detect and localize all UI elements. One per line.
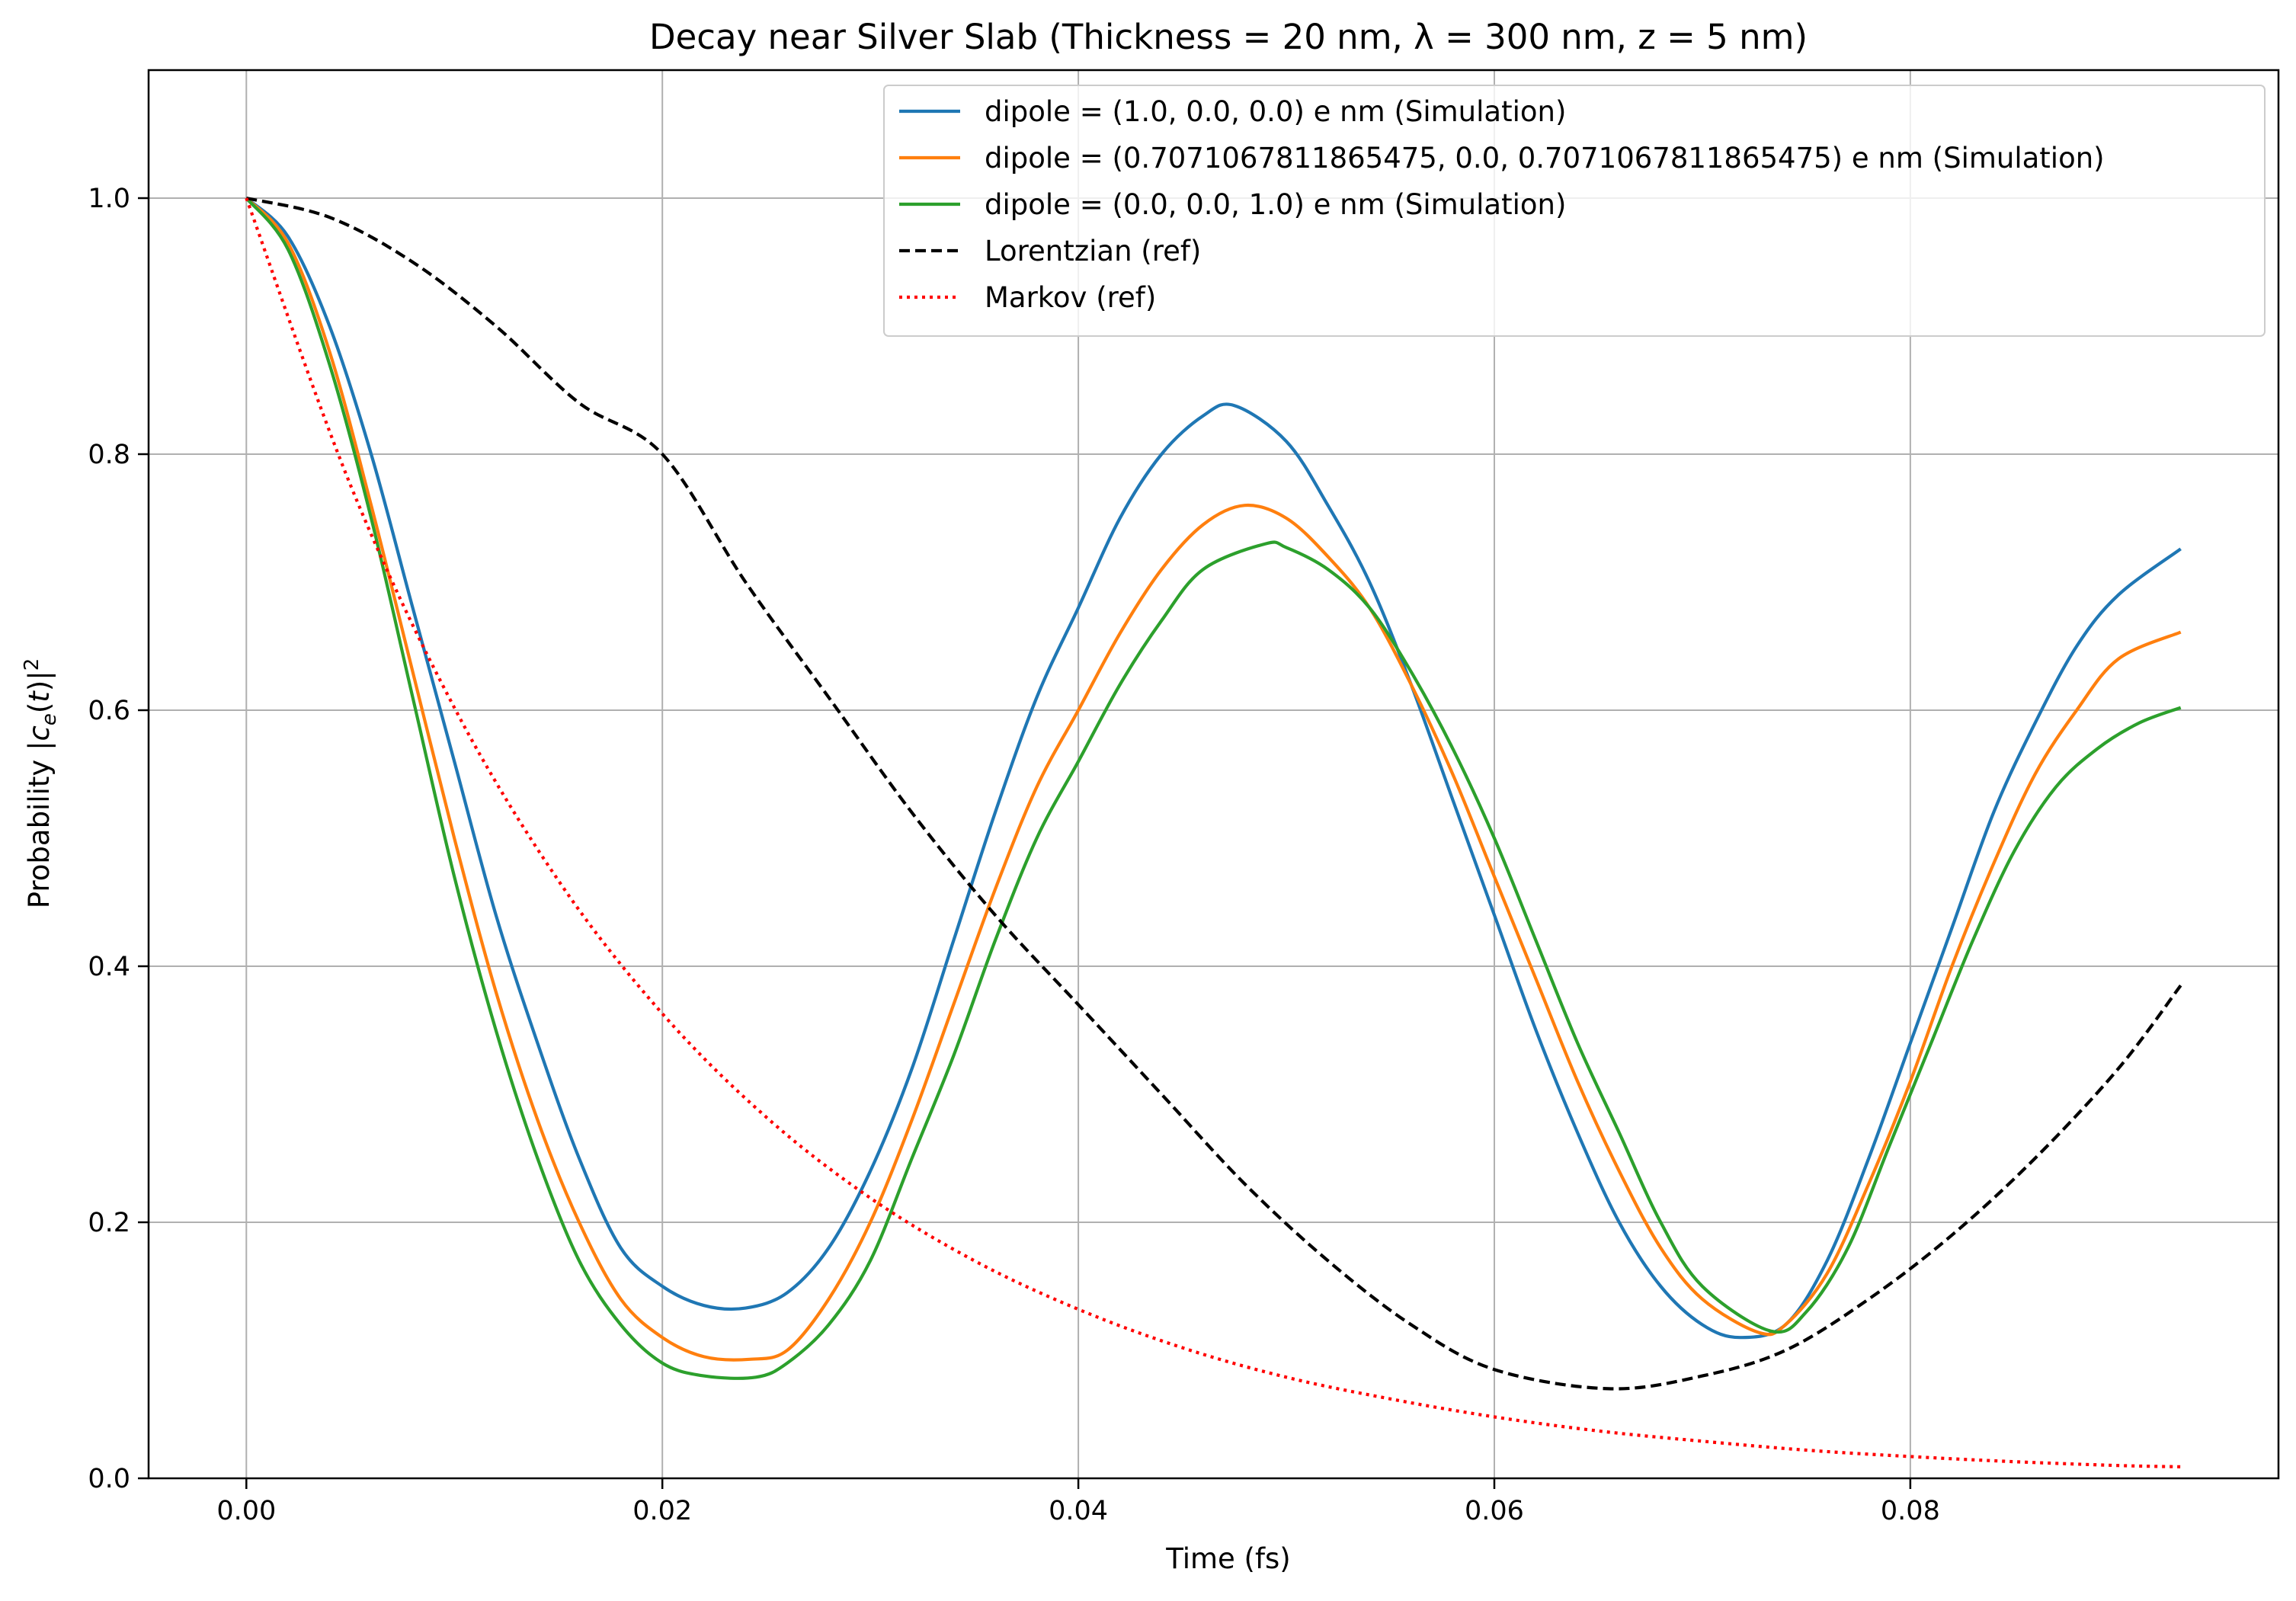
series-line-5 — [245, 197, 2181, 1468]
y-tick-label: 1.0 — [88, 184, 130, 214]
y-axis-label: Probability |ce(t)|2 — [21, 658, 61, 909]
legend-label-1: dipole = (1.0, 0.0, 0.0) e nm (Simulatio… — [985, 95, 1566, 128]
legend-label-5: Markov (ref) — [985, 281, 1156, 314]
series-line-1 — [245, 197, 2182, 1340]
legend-box — [883, 85, 2266, 337]
legend: dipole = (1.0, 0.0, 0.0) e nm (Simulatio… — [883, 85, 2266, 337]
series-line-3 — [245, 197, 2182, 1380]
x-tick-label: 0.00 — [216, 1496, 276, 1526]
y-tick-label: 0.0 — [88, 1464, 130, 1494]
y-tick-label: 0.8 — [88, 440, 130, 470]
x-tick-label: 0.06 — [1465, 1496, 1524, 1526]
plot-frame — [147, 69, 2280, 1480]
x-tick-label: 0.08 — [1881, 1496, 1940, 1526]
plot-series — [245, 196, 2182, 1468]
axis-ticks: 0.00 0.02 0.04 0.06 0.08 0.0 0.2 0.4 0.6 0.8 1.0 — [88, 184, 1940, 1526]
legend-label-3: dipole = (0.0, 0.0, 1.0) e nm (Simulatio… — [985, 188, 1566, 221]
y-tick-label: 0.6 — [88, 696, 130, 726]
series-line-2 — [245, 197, 2182, 1362]
x-tick-label: 0.02 — [632, 1496, 692, 1526]
y-tick-label: 0.4 — [88, 952, 130, 982]
series-line-4 — [245, 196, 2182, 1391]
x-tick-label: 0.04 — [1049, 1496, 1108, 1526]
y-tick-label: 0.2 — [88, 1208, 130, 1238]
legend-label-4: Lorentzian (ref) — [985, 235, 1201, 267]
legend-label-2: dipole = (0.7071067811865475, 0.0, 0.707… — [985, 142, 2105, 175]
x-axis-label: Time (fs) — [1165, 1542, 1290, 1575]
chart-title: Decay near Silver Slab (Thickness = 20 n… — [649, 17, 1808, 57]
